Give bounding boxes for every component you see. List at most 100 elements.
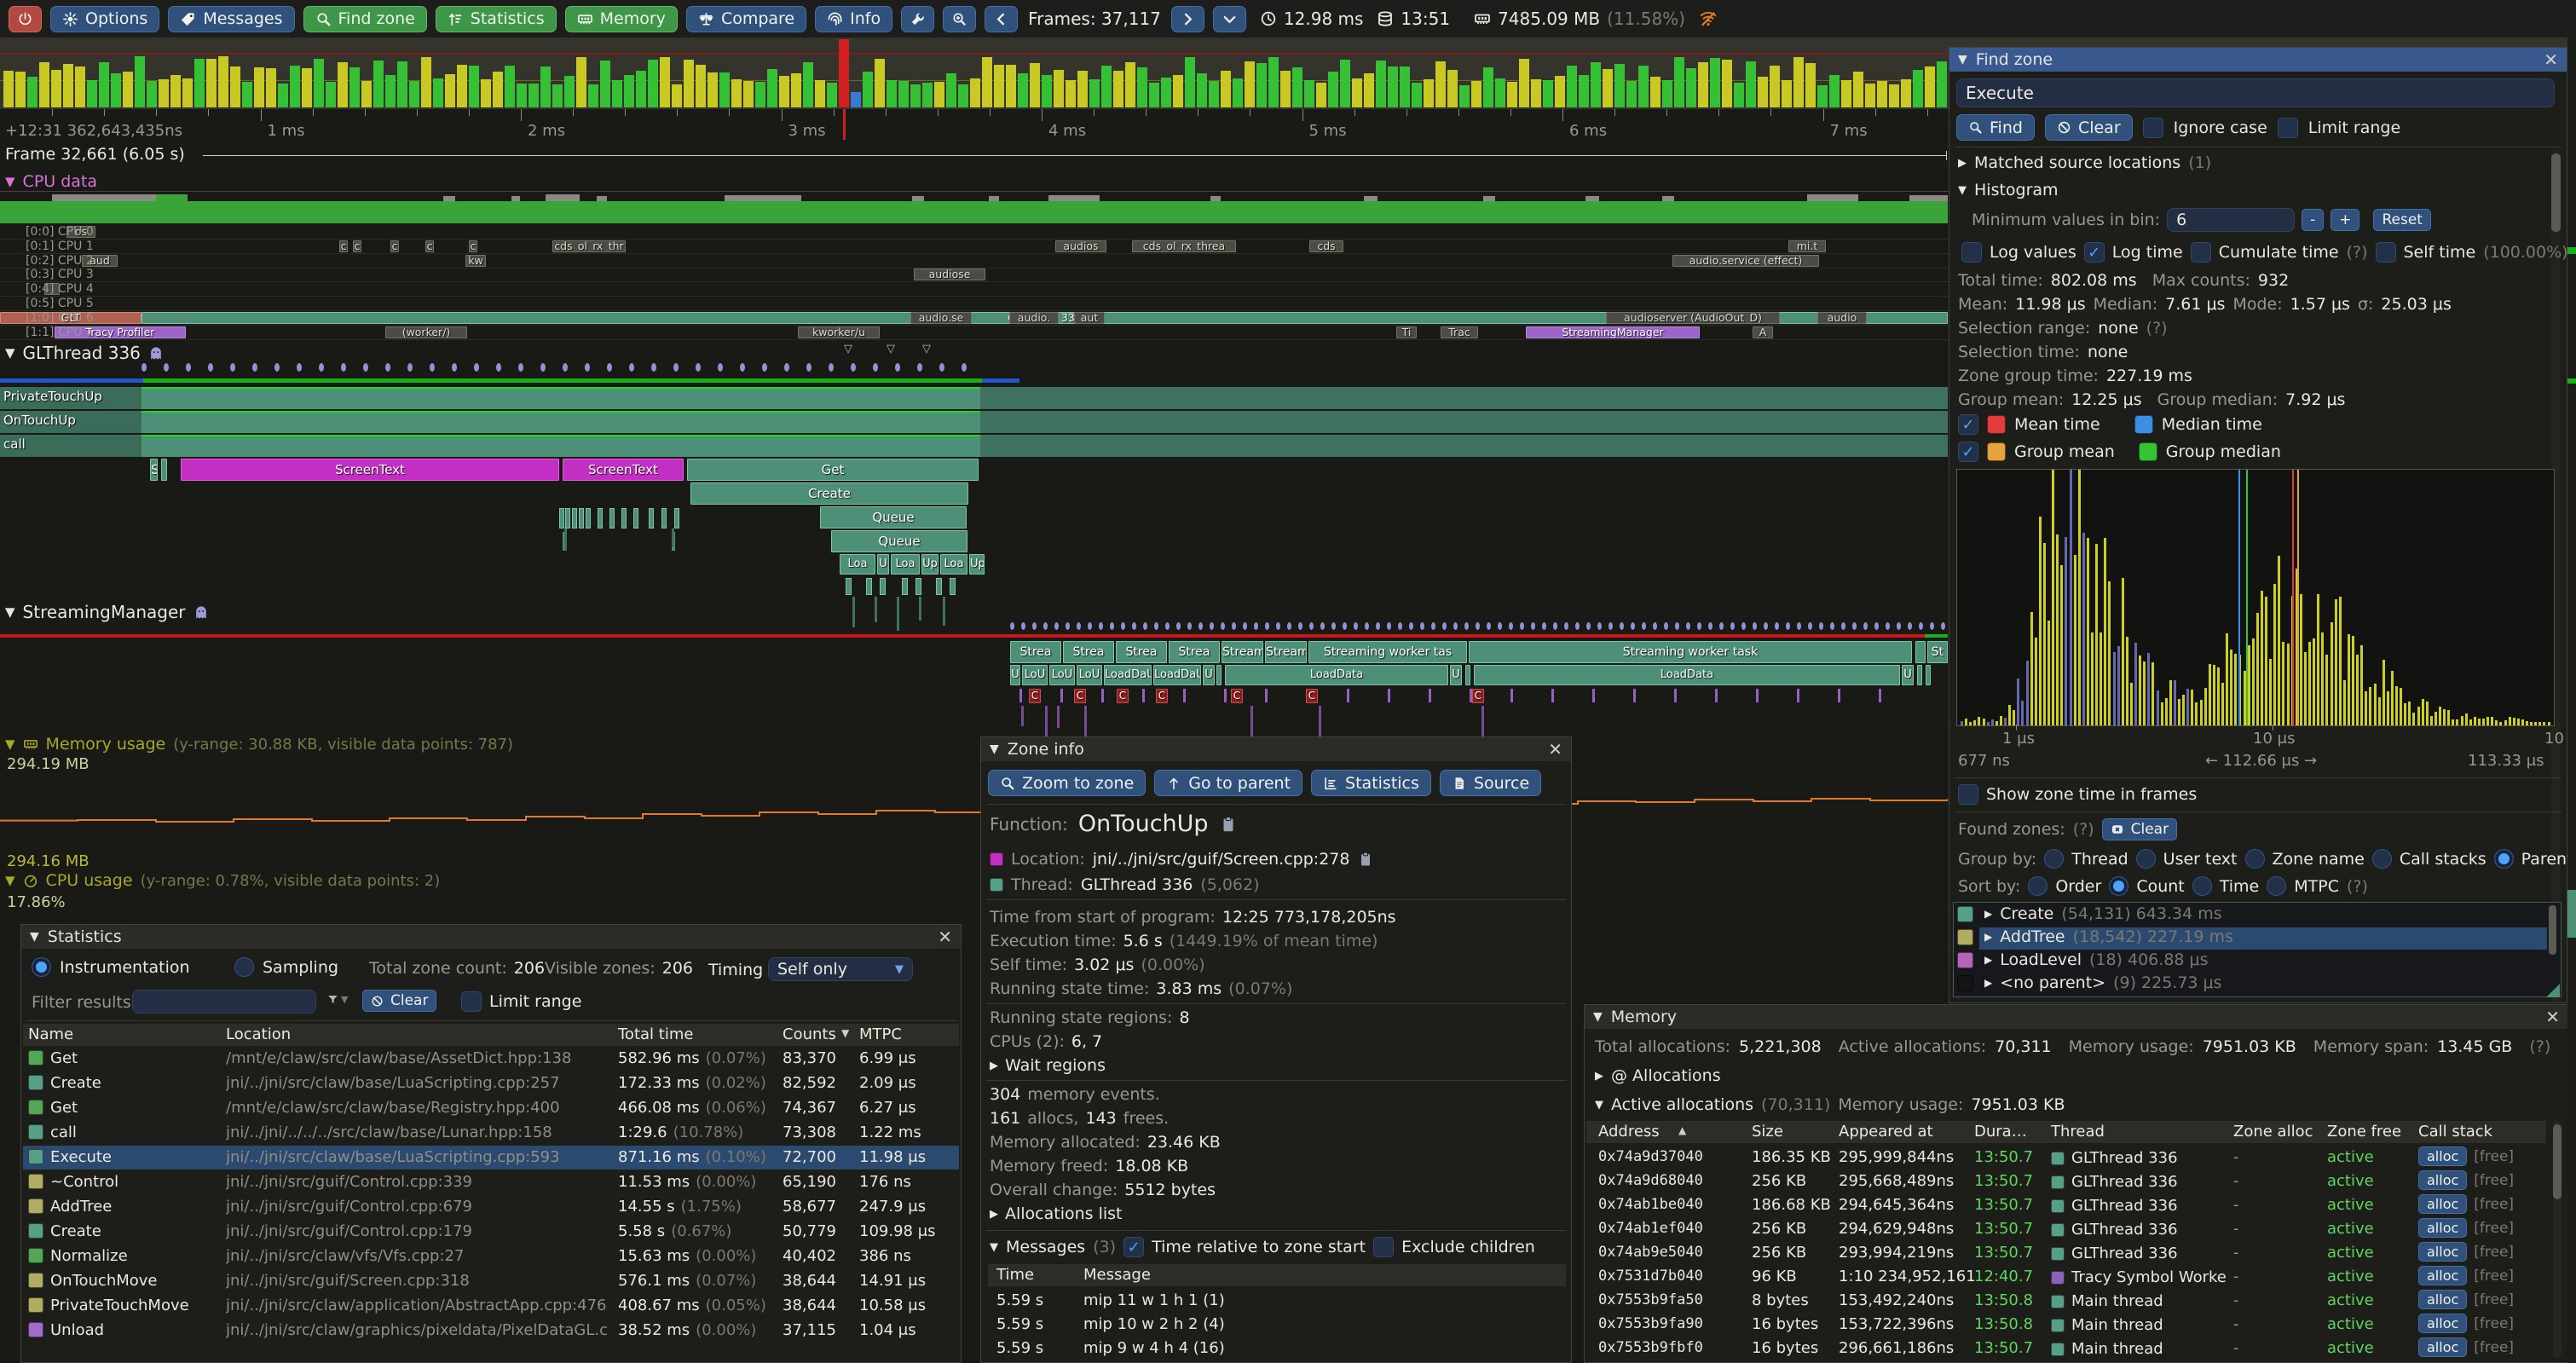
- sample-dot[interactable]: [1210, 622, 1214, 630]
- frame-bar[interactable]: [1495, 78, 1505, 107]
- zone-parent-dim[interactable]: [980, 411, 1948, 433]
- zone[interactable]: LoadData: [1225, 665, 1448, 685]
- sample-dot[interactable]: [1730, 622, 1735, 630]
- table-row[interactable]: 0x74a9d68040 256 KB 295,668,489ns 13:50.7 GL…: [1585, 1170, 2548, 1195]
- resize-grip[interactable]: [2546, 984, 2560, 997]
- frame-bar[interactable]: [39, 61, 49, 107]
- sample-dot[interactable]: [1331, 622, 1336, 630]
- sample-dot[interactable]: [784, 363, 789, 372]
- frame-bar[interactable]: [1471, 81, 1481, 107]
- sample-dot[interactable]: [230, 363, 235, 372]
- sample-dot[interactable]: [1786, 622, 1790, 630]
- frame-bar[interactable]: [898, 80, 909, 107]
- frame-bar[interactable]: [767, 68, 777, 107]
- scrollbar-thumb[interactable]: [2549, 905, 2556, 955]
- zone[interactable]: Up: [969, 554, 985, 575]
- frame-bar[interactable]: [1614, 64, 1625, 107]
- frame-bar[interactable]: [123, 72, 133, 107]
- frame-bar[interactable]: [1149, 83, 1159, 107]
- toolbar-button-memory[interactable]: Memory: [564, 5, 678, 32]
- table-row[interactable]: Get/mnt/e/claw/src/claw/base/Registry.hp…: [21, 1099, 959, 1123]
- frame-bar[interactable]: [934, 81, 944, 107]
- frame-marker-row[interactable]: Frame 32,661 (6.05 s): [0, 143, 1952, 169]
- sample-dot[interactable]: [430, 363, 435, 372]
- zone[interactable]: Loa: [940, 554, 967, 575]
- frame-bar[interactable]: [648, 60, 658, 107]
- sample-dot[interactable]: [540, 363, 546, 372]
- frame-bar[interactable]: [958, 84, 968, 107]
- table-row[interactable]: AddTree jni/../jni/src/guif/Control.cpp:6…: [21, 1198, 959, 1222]
- allocations-header[interactable]: ▶ @ Allocations: [1595, 1066, 1721, 1085]
- frame-bar[interactable]: [182, 78, 193, 107]
- frame-bar[interactable]: [1638, 65, 1649, 107]
- sample-dot[interactable]: [629, 363, 634, 372]
- table-row[interactable]: Execute jni/../jni/src/claw/base/LuaScrip…: [21, 1148, 959, 1172]
- allocations-list[interactable]: ▶ Allocations list: [990, 1204, 1123, 1223]
- close-icon[interactable]: ✕: [1548, 739, 1562, 759]
- zone[interactable]: C: [1231, 689, 1243, 703]
- cpu-usage-header[interactable]: ▼ CPU usage (y-range: 0.78%, visible data …: [5, 871, 440, 890]
- table-row[interactable]: Create jni/../jni/src/claw/base/LuaScript…: [21, 1074, 959, 1098]
- timeline-area[interactable]: ▼ CPU data os [0:0] CPU 0 c c c c c cds_ol_rx_thr…: [0, 169, 1952, 1363]
- sample-dot[interactable]: [164, 363, 169, 372]
- zone[interactable]: C: [1117, 689, 1129, 703]
- frame-bar[interactable]: [1507, 82, 1517, 107]
- frame-bar[interactable]: [576, 57, 586, 107]
- frame-bar[interactable]: [696, 65, 706, 107]
- frame-bar[interactable]: [875, 59, 885, 107]
- frame-bar[interactable]: [194, 59, 205, 107]
- find-zone-titlebar[interactable]: ▼ Find zone ✕: [1949, 48, 2567, 72]
- zone[interactable]: Streaming: [1222, 641, 1263, 663]
- frame-bar[interactable]: [302, 68, 312, 107]
- zone-parent-dim[interactable]: [0, 387, 142, 409]
- frame-bar[interactable]: [552, 84, 563, 107]
- frame-bar[interactable]: [946, 73, 956, 107]
- sample-dot[interactable]: [1398, 622, 1402, 630]
- frame-bar[interactable]: [469, 66, 479, 107]
- frame-bar[interactable]: [1376, 61, 1386, 107]
- timing-dropdown[interactable]: Self only ▼: [768, 957, 913, 981]
- sample-dot[interactable]: [1863, 622, 1868, 630]
- zone[interactable]: Queue: [820, 506, 967, 528]
- frame-bar[interactable]: [326, 81, 336, 107]
- alloc-button[interactable]: alloc: [2418, 1266, 2468, 1285]
- frame-bar[interactable]: [445, 74, 455, 107]
- sample-dot[interactable]: [1099, 622, 1103, 630]
- found-zones-list[interactable]: ▶ Create (54,131) 643.34 ms ▶ AddTree (18,542…: [1953, 902, 2562, 997]
- sample-dot[interactable]: [1453, 622, 1458, 630]
- alloc-button[interactable]: alloc: [2418, 1314, 2468, 1333]
- table-row[interactable]: 0x74a9d37040 186.35 KB 295,999,844ns 13:50.…: [1585, 1146, 2548, 1171]
- sample-dot[interactable]: [1343, 622, 1347, 630]
- instrumentation-radio[interactable]: [32, 957, 51, 977]
- table-row[interactable]: 0x7553b9fa50 8 bytes 153,492,240ns 13:50.8 M…: [1585, 1290, 2548, 1314]
- button-zoom-to-zone[interactable]: Zoom to zone: [988, 770, 1146, 796]
- micro-zone[interactable]: [609, 508, 615, 528]
- table-row[interactable]: 0x74ab1be040 186.68 KB 294,645,364ns 13:50.…: [1585, 1194, 2548, 1219]
- toolbar-button-messages[interactable]: Messages: [168, 5, 295, 32]
- cpu-row-zone[interactable]: kw: [465, 254, 486, 267]
- frame-bar[interactable]: [206, 59, 217, 107]
- zone[interactable]: St: [1927, 641, 1948, 663]
- sample-dot[interactable]: [1110, 622, 1114, 630]
- zone[interactable]: S: [150, 459, 158, 481]
- frame-bar[interactable]: [481, 78, 491, 107]
- frame-bar[interactable]: [708, 72, 718, 107]
- frame-bar[interactable]: [1066, 79, 1076, 107]
- cpu-row-zone[interactable]: c: [469, 240, 477, 252]
- log-time-checkbox[interactable]: [2083, 242, 2105, 263]
- toolbar-button-compare[interactable]: Compare: [685, 5, 807, 32]
- toolbar-button-options[interactable]: Options: [50, 5, 160, 32]
- frame-bar[interactable]: [457, 64, 467, 107]
- frame-bar[interactable]: [349, 67, 360, 107]
- sample-dot[interactable]: [518, 363, 523, 372]
- frame-bar[interactable]: [672, 84, 682, 107]
- frame-bar[interactable]: [624, 75, 634, 107]
- sample-dot[interactable]: [607, 363, 612, 372]
- micro-zone[interactable]: [598, 508, 603, 528]
- sample-dot[interactable]: [1841, 622, 1845, 630]
- sample-dot[interactable]: [1232, 622, 1236, 630]
- sample-dot[interactable]: [696, 363, 701, 372]
- frame-bar[interactable]: [564, 76, 575, 107]
- frame-bar[interactable]: [1877, 80, 1887, 107]
- sample-dot[interactable]: [1442, 622, 1447, 630]
